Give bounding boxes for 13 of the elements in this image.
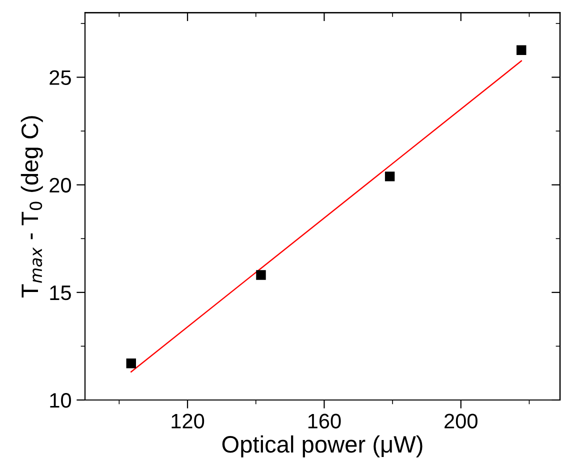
- point: [516, 45, 526, 55]
- x-tick-label: 200: [444, 414, 478, 428]
- point: [126, 358, 136, 368]
- x-tick-label: 120: [172, 414, 204, 428]
- y-tick-label: 25: [50, 70, 71, 86]
- y-tick-label: 15: [50, 286, 71, 300]
- point: [384, 172, 395, 182]
- x-axis-title: Optical power (μW): [222, 435, 422, 458]
- point: [256, 270, 266, 280]
- y-tick-label: 10: [50, 393, 71, 408]
- y-tick-label: 20: [50, 178, 71, 193]
- y-axis-title: T$_{max}$ - T$_{0}$ (deg C): [20, 116, 43, 298]
- x-tick-label: 160: [308, 414, 341, 428]
